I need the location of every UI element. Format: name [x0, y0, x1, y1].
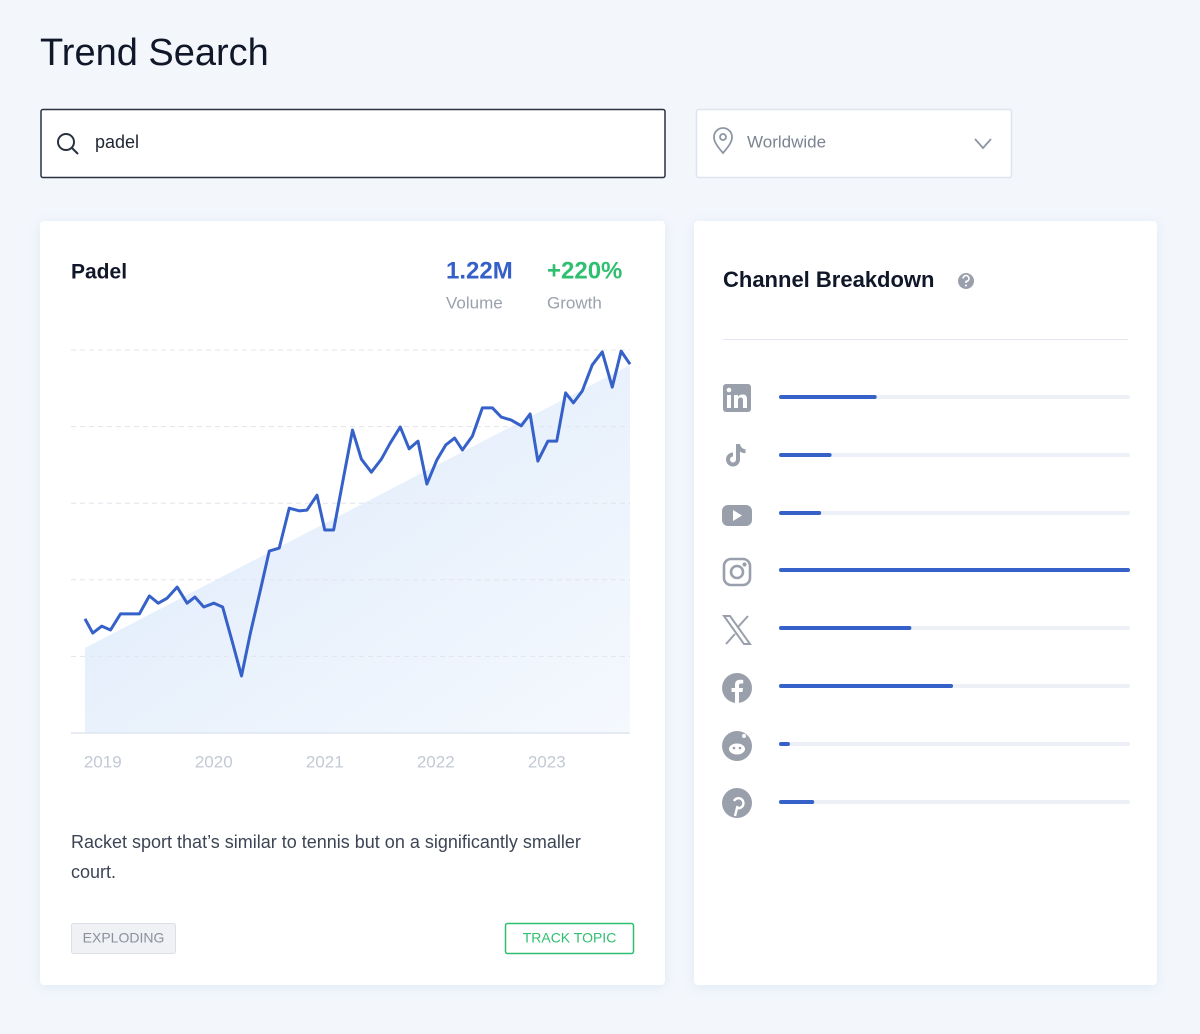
description-line: Racket sport that’s similar to tennis bu…	[71, 832, 581, 852]
linkedin-icon	[723, 384, 751, 412]
page-title: Trend Search	[40, 32, 269, 74]
track-button-text[interactable]: TRACK TOPIC	[523, 930, 617, 946]
search-input[interactable]	[40, 108, 666, 179]
description-line: court.	[71, 862, 116, 882]
trend-area	[85, 364, 630, 733]
growth-value: +220%	[547, 257, 622, 284]
x-tick-label: 2021	[306, 752, 344, 771]
channel-icons	[722, 384, 752, 818]
track-button[interactable]	[504, 922, 635, 955]
x-icon	[722, 615, 752, 645]
instagram-icon	[722, 557, 752, 587]
facebook-icon	[722, 673, 752, 703]
search-icon	[57, 133, 79, 155]
location-select[interactable]	[695, 108, 1013, 179]
topic-name: Padel	[71, 261, 127, 284]
status-badge	[71, 923, 176, 954]
help-icon[interactable]	[958, 273, 974, 289]
location-icon	[713, 127, 733, 155]
channel-bars	[779, 395, 1130, 804]
reddit-icon	[722, 731, 752, 761]
youtube-icon	[722, 505, 752, 526]
dropdown-arrow	[974, 138, 992, 150]
tiktok-icon	[726, 444, 746, 467]
trend-chart: 2019 2020 2021 2022 2023	[71, 349, 632, 771]
pinterest-icon	[722, 788, 752, 818]
search-query: padel	[95, 132, 139, 152]
channel-title: Channel Breakdown	[723, 267, 934, 292]
channel-card	[694, 221, 1157, 985]
status-text: EXPLODING	[83, 930, 165, 946]
volume-label: Volume	[446, 293, 503, 312]
x-tick-label: 2019	[84, 752, 122, 771]
x-tick-label: 2023	[528, 752, 566, 771]
location-value: Worldwide	[747, 132, 826, 151]
volume-value: 1.22M	[446, 257, 513, 284]
growth-label: Growth	[547, 293, 602, 312]
x-tick-label: 2020	[195, 752, 233, 771]
trend-line	[83, 349, 632, 678]
x-tick-label: 2022	[417, 752, 455, 771]
